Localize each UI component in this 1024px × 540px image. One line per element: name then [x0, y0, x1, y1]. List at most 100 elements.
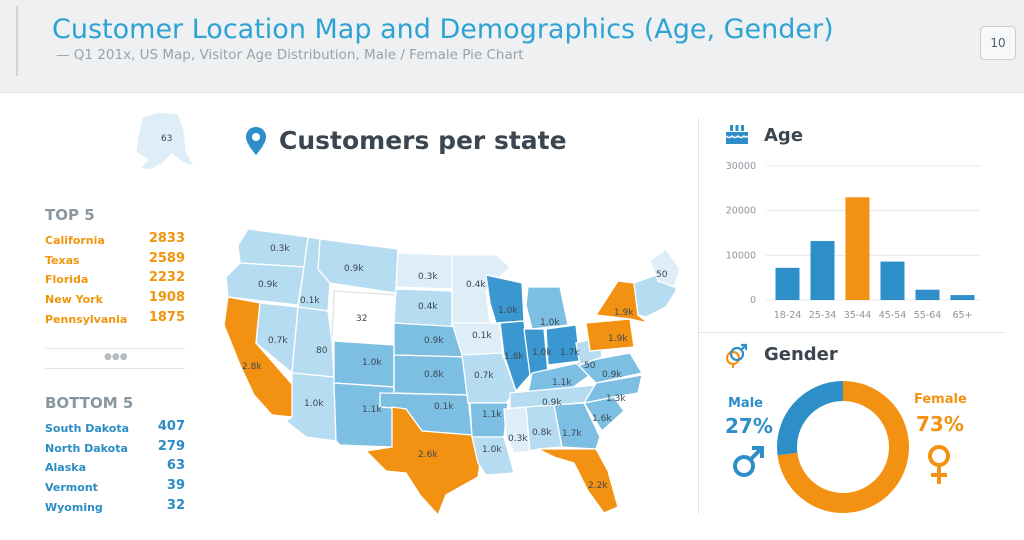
age-x-tick-label: 55-64: [914, 310, 942, 321]
age-bar-35-44: [845, 197, 870, 300]
map-state-label: 0.8k: [532, 428, 552, 438]
state-value: 1908: [148, 290, 185, 306]
age-x-tick-label: 25-34: [809, 310, 837, 321]
map-state-label: 32: [356, 314, 367, 324]
map-state-label: 0.3k: [418, 272, 438, 282]
age-y-tick-label: 30000: [726, 161, 756, 172]
state-il: [499, 320, 531, 393]
male-symbol-icon: [733, 446, 764, 477]
map-state-label: 0.1k: [434, 402, 454, 412]
state-tx: [364, 406, 483, 515]
top-row: New York 1908: [45, 290, 185, 310]
state-name: California: [45, 234, 105, 247]
age-y-tick-label: 10000: [726, 250, 756, 261]
map-state-label: 1.9k: [614, 308, 634, 318]
state-name: Texas: [45, 253, 80, 267]
panel-divider-horizontal: [698, 332, 1004, 333]
bot-row: South Dakota 407: [45, 419, 185, 439]
map-state-label: 0.3k: [508, 434, 528, 444]
state-la: [471, 436, 515, 476]
alaska-map: 63: [135, 111, 196, 171]
map-state-label: 1.1k: [482, 410, 502, 420]
male-label: Male: [728, 396, 763, 411]
female-label: Female: [914, 392, 967, 407]
map-state-label: 1.0k: [304, 399, 324, 409]
slide-title: Customer Location Map and Demographics (…: [52, 14, 834, 45]
map-state-label: 0.3k: [270, 244, 290, 254]
age-bar-18-24: [775, 267, 800, 300]
map-pin-icon: [246, 127, 266, 155]
map-state-label: 1.7k: [560, 348, 580, 358]
gender-icon: [725, 343, 748, 368]
state-ky: [527, 362, 591, 394]
map-state-label: 50: [584, 361, 596, 371]
map-state-label: 0.9k: [258, 280, 278, 290]
state-value: 63: [166, 458, 185, 474]
top-row: Texas 2589: [45, 251, 185, 271]
bot-row: Wyoming 32: [45, 498, 185, 518]
age-title: Age: [764, 125, 804, 146]
state-value: 2232: [148, 270, 185, 286]
alaska-label: 63: [161, 134, 172, 144]
slide-subtitle: — Q1 201x, US Map, Visitor Age Distribut…: [56, 47, 524, 63]
header-accent-bar: [16, 6, 18, 76]
map-state-label: 2.8k: [242, 362, 262, 372]
state-me: [649, 248, 681, 288]
top5-heading: TOP 5: [45, 206, 95, 224]
state-name: Wyoming: [45, 500, 103, 514]
top-row: California 2833: [45, 231, 185, 251]
donut-slice-female: [777, 381, 909, 513]
age-bar-65+: [950, 295, 975, 300]
map-state-label: 1.7k: [562, 429, 582, 439]
donut-slice-male: [777, 381, 844, 456]
state-value: 279: [157, 438, 185, 454]
map-state-label: 0.4k: [418, 302, 438, 312]
map-state-label: 2.6k: [418, 450, 438, 460]
state-ga: [553, 402, 601, 450]
bot-row: North Dakota 279: [45, 439, 185, 459]
top-row: Florida 2232: [45, 270, 185, 290]
state-ar: [469, 402, 509, 438]
state-value: 39: [166, 478, 185, 494]
map-state-label: 1.3k: [606, 394, 626, 404]
state-or: [225, 262, 305, 306]
map-state-label: 0.1k: [300, 296, 320, 306]
state-nm: [333, 382, 395, 448]
map-state-label: 1.0k: [498, 306, 518, 316]
bot-row: Alaska 63: [45, 458, 185, 478]
map-state-label: 80: [316, 346, 328, 356]
state-name: Alaska: [45, 461, 86, 475]
birthday-cake-icon: [725, 125, 749, 144]
age-bar-55-64: [915, 289, 940, 300]
map-state-label: 1.6k: [592, 414, 612, 424]
state-name: North Dakota: [45, 441, 128, 455]
map-state-label: 1.8k: [504, 352, 524, 362]
state-value: 2589: [148, 250, 185, 266]
map-state-label: 0.8k: [424, 370, 444, 380]
map-state-label: 0.4k: [466, 280, 486, 290]
map-state-label: 0.9k: [344, 264, 364, 274]
us-map: 0.3k 0.9k 0.9k 0.1k 0.3k 0.4k 50 0.4k 32 1.0k 1.0k…: [223, 228, 681, 515]
state-mi: [525, 286, 569, 330]
state-value: 32: [166, 497, 185, 513]
list-divider-top: [45, 348, 185, 349]
state-nc: [582, 374, 643, 404]
map-state-label: 0.7k: [474, 371, 494, 381]
map-state-label: 0.9k: [424, 336, 444, 346]
age-bar-45-54: [880, 261, 905, 300]
panel-divider-vertical: [698, 118, 699, 514]
top-row: Pennsylvania 1875: [45, 310, 185, 330]
gender-title: Gender: [764, 344, 838, 365]
age-x-tick-label: 65+: [952, 310, 972, 321]
map-state-label: 0.9k: [542, 398, 562, 408]
state-nd: [395, 252, 453, 290]
map-state-label: 0.1k: [472, 331, 492, 341]
map-state-label: 50: [656, 270, 668, 280]
male-percent: 27%: [725, 414, 773, 438]
age-x-tick-label: 35-44: [844, 310, 872, 321]
state-name: South Dakota: [45, 422, 130, 435]
state-ut: [291, 306, 335, 378]
state-ms: [503, 406, 531, 454]
map-state-label: 1.0k: [532, 348, 552, 358]
map-state-label: 2.2k: [588, 481, 608, 491]
